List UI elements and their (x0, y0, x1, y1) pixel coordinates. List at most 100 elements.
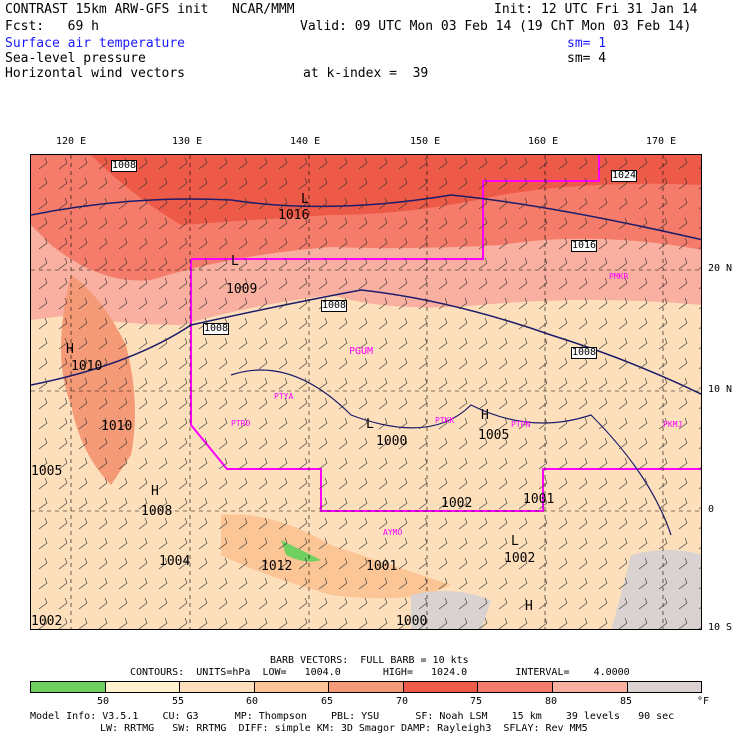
wind-barb-flag (384, 397, 388, 404)
wind-barb-flag (344, 517, 348, 524)
wind-barb (558, 622, 568, 629)
wind-barb (378, 222, 388, 230)
wind-barb (498, 262, 508, 270)
wind-barb (58, 362, 68, 370)
wind-barb (358, 262, 368, 270)
wind-barb (258, 522, 268, 530)
wind-barb (318, 462, 328, 470)
wind-barb-flag (304, 577, 308, 584)
wind-barb (558, 162, 568, 170)
wind-barb-flag (324, 577, 328, 584)
wind-barb-flag (464, 497, 468, 504)
wind-barb (178, 222, 188, 230)
wind-barb (138, 282, 148, 290)
wind-barb (438, 602, 448, 610)
wind-barb-flag (304, 597, 308, 604)
wind-barb (398, 482, 408, 490)
wind-barb-flag (164, 537, 168, 544)
wind-barb (658, 322, 668, 330)
wind-barb (458, 422, 468, 430)
wind-barb-flag (644, 237, 648, 244)
wind-barb (358, 182, 368, 190)
wind-barb (498, 322, 508, 330)
wind-barb-flag (484, 417, 488, 424)
wind-barb-flag (324, 537, 328, 544)
wind-barb-flag (184, 457, 188, 464)
wind-barb (238, 402, 248, 410)
wind-barb-flag (164, 617, 168, 624)
wind-barb (658, 462, 668, 470)
wind-barb (598, 302, 608, 310)
wind-barb (338, 162, 348, 170)
wind-barb (618, 482, 628, 490)
wind-barb (538, 562, 548, 570)
wind-barb (338, 322, 348, 330)
wind-barb (478, 462, 488, 470)
wind-barb-flag (344, 457, 348, 464)
wind-barb (458, 162, 468, 170)
wind-barb (618, 322, 628, 330)
wind-barb-flag (384, 377, 388, 384)
wind-barb (598, 582, 608, 590)
wind-barb-flag (604, 237, 608, 244)
wind-barb-flag (204, 297, 208, 304)
wind-barb (518, 162, 528, 170)
wind-barb-flag (644, 277, 648, 284)
wind-barb-flag (624, 517, 628, 524)
wind-barb (398, 442, 408, 450)
wind-barb (698, 447, 701, 450)
wind-barb (38, 522, 48, 530)
wind-barb-flag (484, 357, 488, 364)
wind-barb-flag (104, 377, 108, 384)
wind-barb (158, 342, 168, 350)
wind-barb-flag (484, 617, 488, 624)
wind-barb (398, 162, 408, 170)
wind-barb-flag (284, 397, 288, 404)
wind-barb-flag (664, 297, 668, 304)
wind-barb (518, 462, 528, 470)
wind-barb-flag (504, 597, 508, 604)
wind-barb-flag (584, 557, 588, 564)
wind-barb-flag (544, 217, 548, 224)
wind-barb (598, 482, 608, 490)
lat-label: 10 N (708, 384, 733, 395)
wind-barb-flag (384, 237, 388, 244)
wind-barb-flag (224, 577, 228, 584)
wind-barb (378, 582, 388, 590)
wind-barb-flag (304, 457, 308, 464)
wind-barb-flag (244, 177, 248, 184)
wind-barb-flag (204, 517, 208, 524)
wind-barb (58, 262, 68, 270)
wind-barb-flag (184, 177, 188, 184)
wind-barb (418, 202, 428, 210)
wind-barb (78, 162, 88, 170)
wind-barb (418, 362, 428, 370)
wind-barb (378, 622, 388, 629)
wind-barb-flag (384, 557, 388, 564)
wind-barb (258, 502, 268, 510)
wind-barb-flag (644, 357, 648, 364)
wind-barb (598, 262, 608, 270)
wind-barb (478, 342, 488, 350)
wind-barb (458, 462, 468, 470)
wind-barb (578, 222, 588, 230)
wind-barb (578, 182, 588, 190)
wind-barb (338, 182, 348, 190)
wind-barb-flag (464, 177, 468, 184)
wind-barb (358, 282, 368, 290)
wind-barb-flag (364, 537, 368, 544)
wind-barb (518, 382, 528, 390)
wind-barb (478, 302, 488, 310)
wind-barb-flag (64, 597, 68, 604)
wind-barb-flag (624, 197, 628, 204)
wind-barb (638, 322, 648, 330)
wind-barb (118, 182, 128, 190)
wind-barb-flag (364, 257, 368, 264)
wind-barb (678, 282, 688, 290)
wind-barb (438, 502, 448, 510)
wind-barb (198, 582, 208, 590)
wind-barb-flag (404, 597, 408, 604)
wind-barb-flag (544, 617, 548, 624)
wind-barb (318, 502, 328, 510)
pressure-label: 1000 (376, 434, 408, 449)
